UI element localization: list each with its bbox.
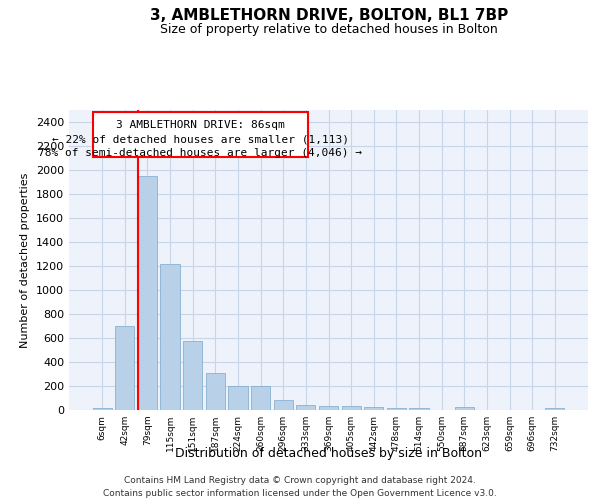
Bar	[409, 408, 428, 410]
Bar	[115, 326, 134, 410]
Text: 78% of semi-detached houses are larger (4,046) →: 78% of semi-detached houses are larger (…	[38, 148, 362, 158]
Bar	[455, 407, 474, 410]
Bar	[206, 374, 225, 410]
Text: 3 AMBLETHORN DRIVE: 86sqm: 3 AMBLETHORN DRIVE: 86sqm	[116, 120, 284, 130]
Bar	[251, 386, 270, 410]
Bar	[341, 406, 361, 410]
Bar	[138, 176, 157, 410]
Bar	[160, 264, 180, 410]
Bar	[274, 400, 293, 410]
Text: Contains public sector information licensed under the Open Government Licence v3: Contains public sector information licen…	[103, 489, 497, 498]
Bar	[92, 408, 112, 410]
Bar	[387, 408, 406, 410]
Bar	[545, 408, 565, 410]
Bar	[364, 407, 383, 410]
Bar	[183, 341, 202, 410]
Y-axis label: Number of detached properties: Number of detached properties	[20, 172, 31, 348]
Text: Distribution of detached houses by size in Bolton: Distribution of detached houses by size …	[175, 448, 482, 460]
Bar	[93, 112, 308, 157]
Text: Contains HM Land Registry data © Crown copyright and database right 2024.: Contains HM Land Registry data © Crown c…	[124, 476, 476, 485]
Text: Size of property relative to detached houses in Bolton: Size of property relative to detached ho…	[160, 22, 497, 36]
Bar	[319, 406, 338, 410]
Text: ← 22% of detached houses are smaller (1,113): ← 22% of detached houses are smaller (1,…	[52, 134, 349, 144]
Text: 3, AMBLETHORN DRIVE, BOLTON, BL1 7BP: 3, AMBLETHORN DRIVE, BOLTON, BL1 7BP	[149, 8, 508, 22]
Bar	[296, 404, 316, 410]
Bar	[229, 386, 248, 410]
